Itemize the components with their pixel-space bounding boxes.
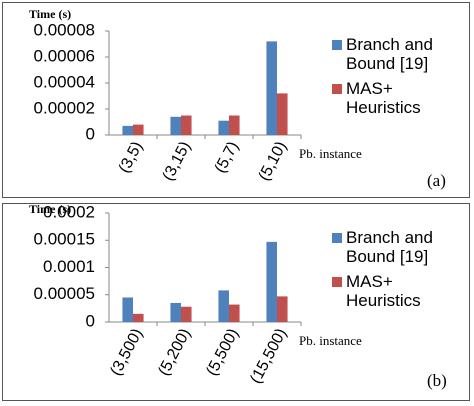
y-axis-label: Time (s) [29, 7, 71, 21]
x-tick-label: (15,500) [247, 326, 290, 387]
legend-label: Branch and Bound [19] [346, 228, 433, 266]
y-tick-label: 0.00008 [34, 20, 95, 39]
legend-swatch [332, 233, 342, 243]
x-tick-label: (5,10) [256, 139, 291, 184]
legend-entry: MAS+ Heuristics [332, 272, 464, 310]
x-axis-label: Pb. instance [299, 146, 362, 161]
bar [277, 296, 288, 322]
x-tick-label: (3,500) [107, 326, 146, 379]
bar [122, 297, 133, 322]
x-axis-label: Pb. instance [299, 333, 362, 348]
y-tick-label: 0.0002 [43, 204, 95, 221]
bar [277, 93, 288, 135]
y-tick-label: 0.00002 [34, 98, 95, 117]
legend-swatch [332, 40, 342, 50]
y-tick-label: 0.00004 [34, 72, 95, 91]
bar [229, 304, 240, 322]
bar [122, 125, 133, 135]
x-tick-label: (3,5) [116, 139, 146, 176]
panel: Time (s) 0 0.00002 0.00004 0.00006 0.00008 (3,… [2, 2, 470, 198]
legend-label: MAS+ Heuristics [346, 272, 421, 310]
x-tick-label: (5,7) [212, 139, 242, 176]
legend-entry: MAS+ Heuristics [332, 79, 464, 117]
bar [266, 41, 277, 135]
bar [181, 115, 192, 135]
bar [218, 120, 229, 135]
bar [170, 116, 181, 135]
x-tick-label: (3,15) [160, 139, 195, 184]
y-tick-label: 0 [86, 311, 95, 330]
chart: Time (s) 0 0.00005 0.0001 0.00015 0.0002 (3,50… [29, 204, 447, 390]
chart: Time (s) 0 0.00002 0.00004 0.00006 0.00008 (3,… [29, 7, 446, 190]
legend-label: MAS+ Heuristics [346, 79, 421, 117]
legend-entry: Branch and Bound [19] [332, 228, 464, 266]
bar [170, 302, 181, 322]
bar [181, 306, 192, 322]
legend-label: Branch and Bound [19] [346, 35, 433, 73]
panel: Time (s) 0 0.00005 0.0001 0.00015 0.0002 (3,50… [2, 203, 470, 401]
y-tick-label: 0.0001 [43, 257, 95, 276]
legend-swatch [332, 277, 342, 287]
y-tick-label: 0 [86, 124, 95, 143]
y-tick-label: 0.00006 [34, 46, 95, 65]
x-tick-label: (5,500) [203, 326, 242, 379]
bar [229, 115, 240, 135]
legend-swatch [332, 84, 342, 94]
y-tick-label: 0.00015 [34, 230, 95, 249]
bar [133, 124, 144, 135]
legend-entry: Branch and Bound [19] [332, 35, 464, 73]
y-axis-label: Time (s) [29, 204, 71, 216]
y-tick-label: 0.00005 [34, 284, 95, 303]
bar [218, 290, 229, 322]
x-tick-label: (5,200) [155, 326, 194, 379]
bar [133, 313, 144, 322]
panel-label: (b) [427, 371, 447, 390]
bar [266, 241, 277, 322]
panel-label: (a) [427, 171, 446, 190]
